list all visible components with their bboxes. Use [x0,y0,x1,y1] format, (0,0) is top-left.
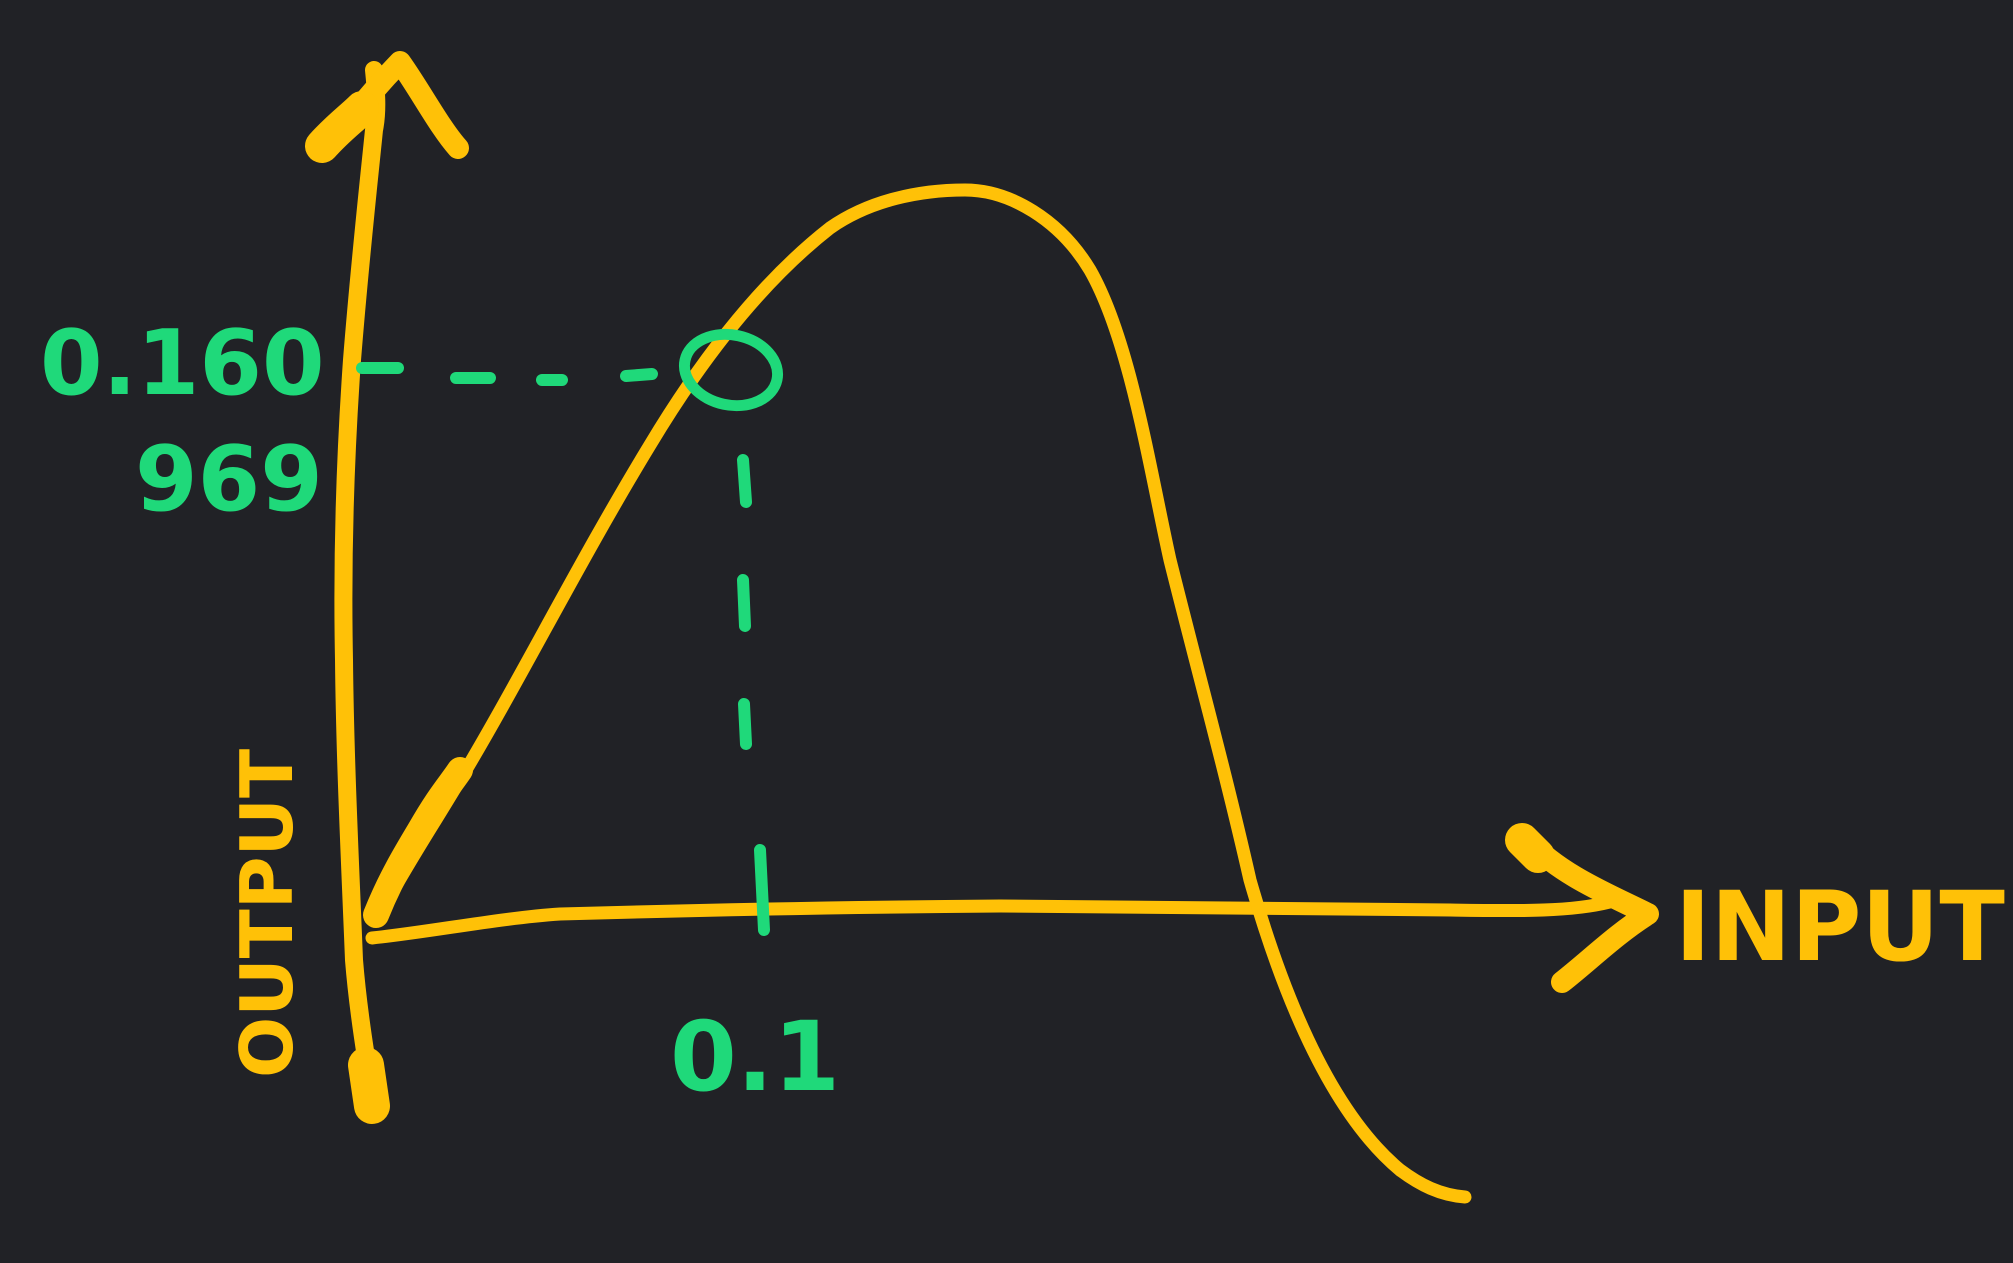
y-value-label-line1: 0.160 [40,311,325,416]
annotations [356,328,784,936]
curve-line [381,183,1472,1204]
x-axis [365,823,1659,993]
y-axis-label: OUTPUT [225,749,309,1078]
x-axis-label: INPUT [1675,871,2005,983]
x-tick [754,844,770,936]
curve [363,183,1472,1204]
y-axis-base-stroke [348,1047,390,1124]
curve-start-thick [363,757,473,928]
x-axis-arrowhead [1517,829,1659,993]
x-axis-arrowhead-accent [1505,823,1555,873]
y-axis-arrowhead-accent [305,91,379,163]
y-axis [305,51,469,1124]
x-axis-line [365,895,1617,945]
x-dashed-segment [737,574,751,632]
x-dashed-segment [738,698,752,750]
intersection-marker [678,328,784,412]
x-value-label: 0.1 [670,1001,840,1113]
y-axis-line [334,61,386,1114]
x-dashed-segment [737,454,752,508]
y-dashed-segment [620,368,658,382]
y-value-label-line2: 969 [135,427,323,532]
